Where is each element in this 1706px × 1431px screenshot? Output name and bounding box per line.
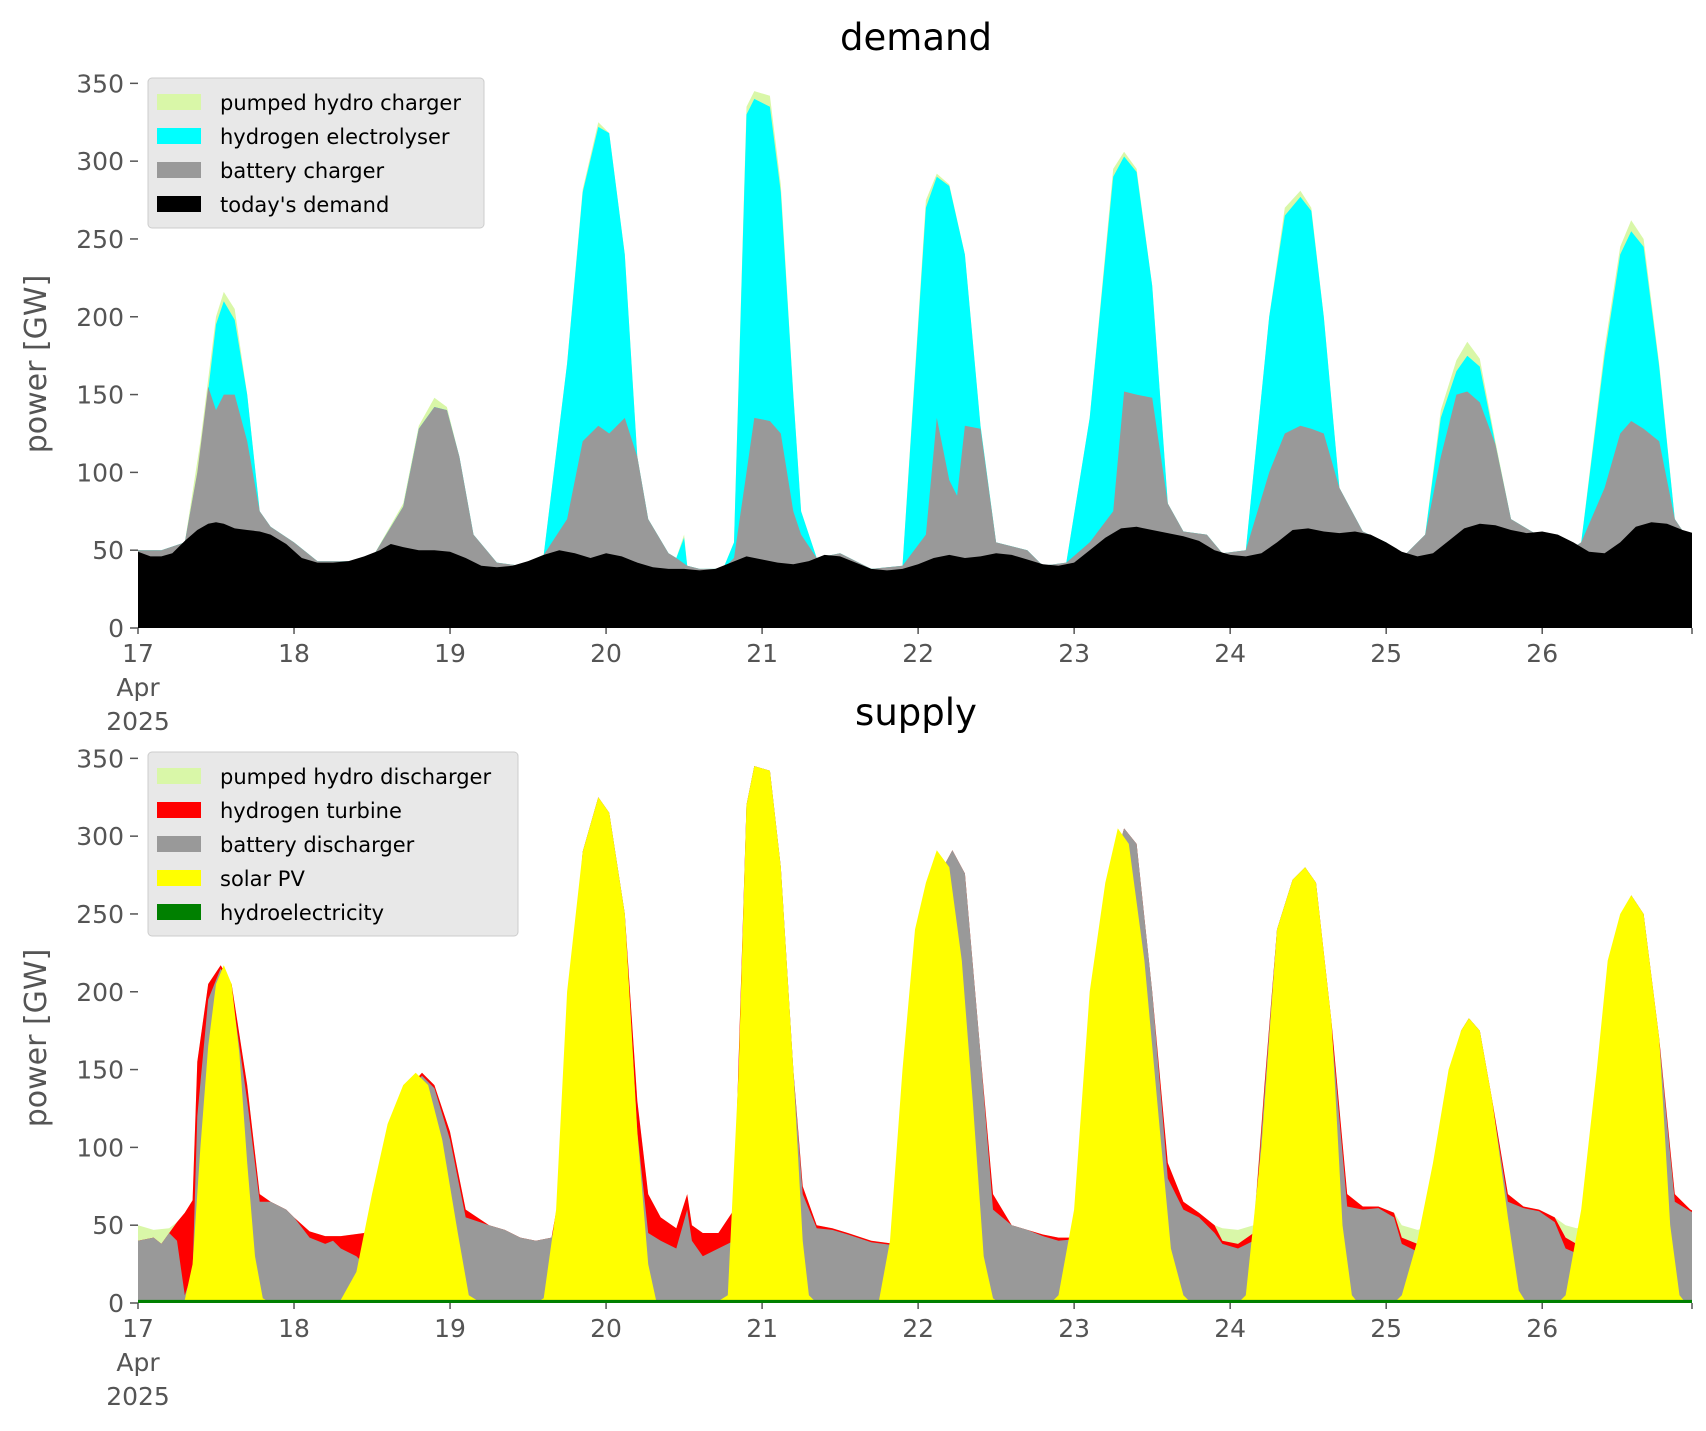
legend-swatch — [157, 836, 201, 852]
y-tick-label: 150 — [76, 381, 124, 410]
area-hydroelectricity — [138, 1299, 1692, 1303]
x-tick-label: 24 — [1214, 1314, 1246, 1343]
legend-swatch — [157, 768, 201, 784]
y-axis: 0 50 100 150 200 250 300 350 — [76, 744, 138, 1318]
x-tick-label: 18 — [278, 639, 310, 668]
legend-box — [147, 77, 485, 229]
y-tick-label: 50 — [92, 1211, 124, 1240]
x-tick-label: Apr — [116, 673, 160, 702]
x-tick-label: 17 — [122, 639, 154, 668]
chart-title: supply — [855, 691, 977, 734]
y-axis-label: power [GW] — [19, 949, 54, 1128]
legend-swatch — [157, 870, 201, 886]
x-tick-label: 19 — [434, 1314, 466, 1343]
y-tick-label: 200 — [76, 303, 124, 332]
y-tick-label: 250 — [76, 900, 124, 929]
x-tick-label: 26 — [1526, 639, 1558, 668]
y-tick-label: 0 — [108, 1289, 124, 1318]
x-tick-label: 20 — [590, 1314, 622, 1343]
legend-box — [147, 751, 519, 937]
x-tick-label: 25 — [1370, 1314, 1402, 1343]
y-tick-label: 300 — [76, 147, 124, 176]
legend-label: today's demand — [220, 193, 389, 217]
legend-swatch — [157, 128, 201, 144]
x-tick-label: 20 — [590, 639, 622, 668]
x-tick-label: 21 — [746, 639, 778, 668]
y-tick-label: 150 — [76, 1056, 124, 1085]
x-tick-label: 23 — [1058, 1314, 1090, 1343]
x-axis: 17 Apr 2025 18 19 20 21 22 23 24 25 26 — [106, 628, 1693, 736]
x-tick-label: 23 — [1058, 639, 1090, 668]
y-axis: 0 50 100 150 200 250 300 350 — [76, 69, 138, 643]
area-today-s-demand — [138, 522, 1692, 628]
x-tick-label: 25 — [1370, 639, 1402, 668]
y-axis-label: power [GW] — [19, 275, 54, 454]
y-tick-label: 100 — [76, 458, 124, 487]
legend-label: hydroelectricity — [220, 901, 384, 925]
x-tick-label: 19 — [434, 639, 466, 668]
legend-swatch — [157, 802, 201, 818]
legend-label: hydrogen electrolyser — [220, 125, 450, 149]
x-tick-label: 18 — [278, 1314, 310, 1343]
legend-swatch — [157, 162, 201, 178]
y-tick-label: 350 — [76, 744, 124, 773]
x-tick-label: 17 — [122, 1314, 154, 1343]
legend-label: solar PV — [220, 867, 305, 891]
x-tick-label: 2025 — [106, 1382, 170, 1411]
legend-swatch — [157, 904, 201, 920]
legend-swatch — [157, 94, 201, 110]
legend-label: pumped hydro discharger — [220, 765, 491, 789]
x-tick-label: 22 — [902, 1314, 934, 1343]
demand-areas — [138, 91, 1692, 628]
legend-label: battery charger — [220, 159, 385, 183]
y-tick-label: 300 — [76, 822, 124, 851]
legend-swatch — [157, 196, 201, 212]
x-tick-label: Apr — [116, 1348, 160, 1377]
supply-areas — [138, 766, 1692, 1303]
x-tick-label: 21 — [746, 1314, 778, 1343]
legend-label: pumped hydro charger — [220, 91, 461, 115]
y-tick-label: 250 — [76, 225, 124, 254]
y-tick-label: 0 — [108, 614, 124, 643]
chart-title: demand — [840, 16, 992, 59]
legend: pumped hydro discharger hydrogen turbine b… — [147, 751, 519, 937]
x-axis: 17 Apr 2025 18 19 20 21 22 23 24 25 26 — [106, 1303, 1693, 1411]
area-solar-pv — [138, 766, 1692, 1303]
legend-label: battery discharger — [220, 833, 415, 857]
y-tick-label: 350 — [76, 69, 124, 98]
x-tick-label: 24 — [1214, 639, 1246, 668]
x-tick-label: 2025 — [106, 707, 170, 736]
legend-label: hydrogen turbine — [220, 799, 402, 823]
x-tick-label: 22 — [902, 639, 934, 668]
y-tick-label: 50 — [92, 536, 124, 565]
y-tick-label: 100 — [76, 1133, 124, 1162]
x-tick-label: 26 — [1526, 1314, 1558, 1343]
legend: pumped hydro charger hydrogen electrolyse… — [147, 77, 485, 229]
y-tick-label: 200 — [76, 978, 124, 1007]
